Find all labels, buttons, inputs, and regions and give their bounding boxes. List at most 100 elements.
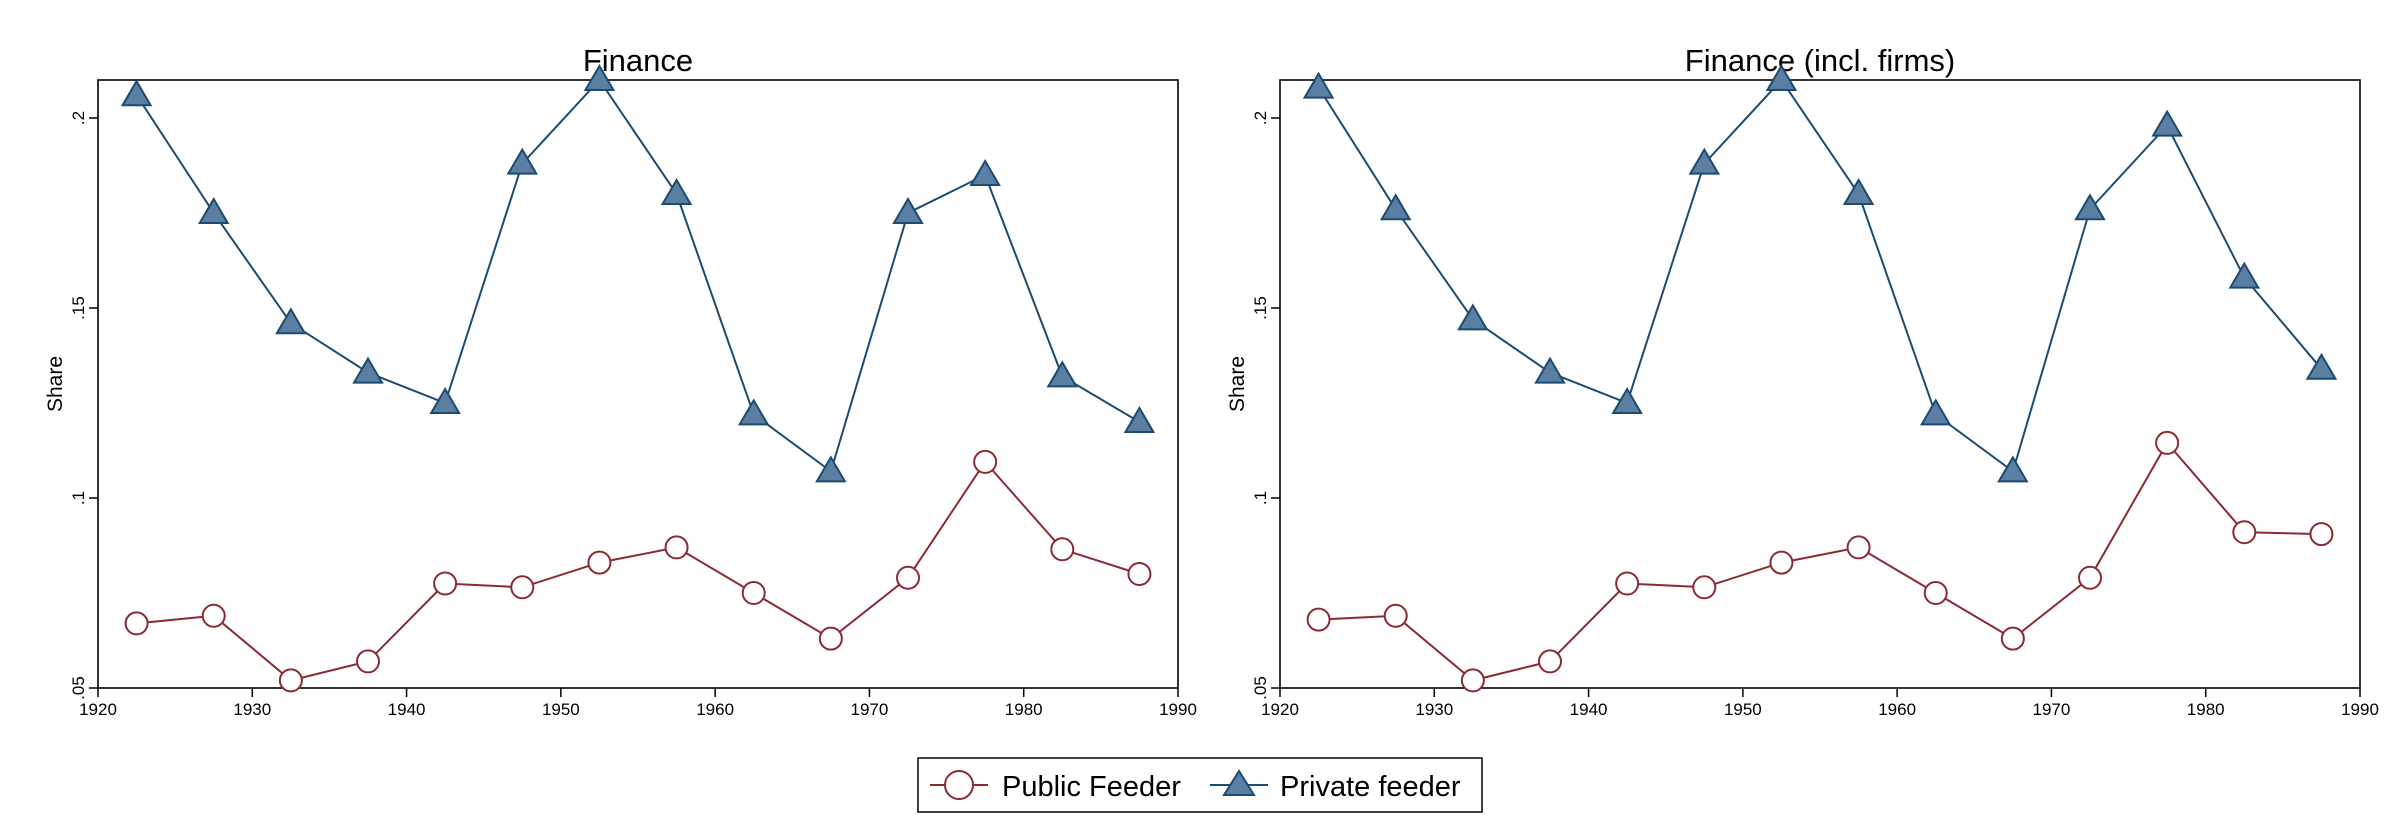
data-point-private-feeder <box>737 398 770 426</box>
data-point-private-feeder <box>1842 178 1875 205</box>
data-point-private-feeder <box>1765 64 1798 91</box>
data-point-private-feeder <box>506 147 539 175</box>
data-point-private-feeder <box>1688 147 1721 175</box>
data-point-public-feeder <box>1306 607 1331 632</box>
data-point-private-feeder <box>275 307 307 335</box>
data-point-private-feeder <box>815 455 847 483</box>
data-point-private-feeder <box>1534 356 1566 384</box>
data-point-public-feeder <box>1692 575 1717 600</box>
data-point-public-feeder <box>2000 626 2025 651</box>
x-tick-label: 1940 <box>388 700 426 719</box>
y-tick-label: .2 <box>1251 111 1270 125</box>
x-tick-label: 1920 <box>1261 700 1299 719</box>
data-point-private-feeder <box>1457 303 1489 331</box>
plot-frame <box>1279 79 2361 689</box>
x-tick-label: 1960 <box>696 700 734 719</box>
y-tick-label: .1 <box>69 491 88 505</box>
data-point-private-feeder <box>197 197 230 224</box>
data-point-private-feeder <box>1046 360 1079 388</box>
y-axis-label: Share <box>44 356 67 412</box>
x-tick-label: 1990 <box>1159 700 1197 719</box>
y-tick-label: .2 <box>69 111 88 125</box>
data-point-private-feeder <box>429 387 461 414</box>
data-point-private-feeder <box>1302 71 1335 99</box>
data-point-private-feeder <box>352 356 384 384</box>
data-point-public-feeder <box>124 611 149 636</box>
x-tick-label: 1940 <box>1570 700 1608 719</box>
data-point-public-feeder <box>356 649 380 674</box>
data-point-public-feeder <box>1538 649 1562 674</box>
legend: Public Feeder Private feeder <box>917 757 1483 813</box>
data-point-public-feeder <box>1846 535 1871 560</box>
x-tick-label: 1950 <box>1724 700 1762 719</box>
y-tick-label: .15 <box>1251 296 1270 320</box>
data-point-public-feeder <box>2309 522 2334 547</box>
axis-ticks: 1920 1930 1940 1950 1960 1970 1980 1990 .05 .1 .15… <box>1251 111 2379 719</box>
hollow-circle-icon <box>944 770 974 800</box>
data-point-private-feeder <box>660 178 693 205</box>
x-tick-label: 1970 <box>2033 700 2071 719</box>
data-point-private-feeder <box>2074 193 2106 221</box>
data-point-private-feeder <box>2151 109 2183 137</box>
legend-box <box>917 757 1483 813</box>
data-point-public-feeder <box>2078 565 2102 590</box>
y-tick-label: .1 <box>1251 491 1270 505</box>
y-axis-label: Share <box>1226 356 1249 412</box>
x-tick-label: 1990 <box>2341 700 2379 719</box>
chart-panel-finance: Finance Share 1920 1930 1940 1950 1960 1970 19… <box>44 43 1197 719</box>
data-point-public-feeder <box>278 668 303 693</box>
data-point-public-feeder <box>433 571 458 596</box>
data-point-private-feeder <box>583 64 616 91</box>
data-point-private-feeder <box>2305 352 2338 380</box>
data-point-public-feeder <box>664 535 689 560</box>
legend-label: Private feeder <box>1280 771 1461 803</box>
data-point-public-feeder <box>510 575 535 600</box>
x-tick-label: 1950 <box>542 700 580 719</box>
data-point-private-feeder <box>120 79 153 107</box>
x-tick-label: 1930 <box>233 700 271 719</box>
data-point-public-feeder <box>201 603 226 628</box>
chart-title: Finance (incl. firms) <box>1685 43 1955 78</box>
x-tick-label: 1980 <box>2187 700 2225 719</box>
data-point-private-feeder <box>1919 398 1952 426</box>
data-point-public-feeder <box>741 581 766 605</box>
legend-item-private-feeder: Private feeder <box>1210 769 1461 803</box>
data-point-private-feeder <box>1997 455 2029 483</box>
data-point-public-feeder <box>1383 603 1408 628</box>
data-point-public-feeder <box>896 565 920 590</box>
data-point-public-feeder <box>1460 668 1485 693</box>
series-line-public-feeder <box>136 460 1140 682</box>
data-point-public-feeder <box>1127 562 1152 586</box>
y-tick-label: .05 <box>69 676 88 700</box>
plot-frame <box>97 79 1179 689</box>
x-tick-label: 1930 <box>1415 700 1453 719</box>
chart-panel-finance-incl-firms: Finance (incl. firms) Share 1920 1930 1940… <box>1226 43 2379 719</box>
axis-ticks: 1920 1930 1940 1950 1960 1970 1980 1990 .05 .1 .15… <box>69 111 1197 719</box>
data-point-public-feeder <box>1769 550 1794 575</box>
y-tick-label: .05 <box>1251 676 1270 700</box>
data-point-public-feeder <box>973 449 998 474</box>
data-point-private-feeder <box>1611 387 1643 414</box>
data-point-private-feeder <box>2228 261 2261 289</box>
data-point-private-feeder <box>969 159 1001 186</box>
data-point-public-feeder <box>587 550 612 575</box>
data-point-public-feeder <box>2155 430 2180 455</box>
data-point-public-feeder <box>2232 520 2257 545</box>
series-line-public-feeder <box>1318 441 2322 682</box>
filled-triangle-icon <box>1222 769 1256 796</box>
series-layer <box>1302 64 2338 693</box>
x-tick-label: 1920 <box>79 700 117 719</box>
x-tick-label: 1960 <box>1878 700 1916 719</box>
data-point-public-feeder <box>1615 571 1640 596</box>
data-point-public-feeder <box>1050 537 1075 562</box>
data-point-private-feeder <box>1379 193 1412 221</box>
legend-label: Public Feeder <box>1002 771 1181 803</box>
x-tick-label: 1980 <box>1005 700 1043 719</box>
y-tick-label: .15 <box>69 296 88 320</box>
x-tick-label: 1970 <box>851 700 889 719</box>
data-point-public-feeder <box>1923 581 1948 605</box>
data-point-private-feeder <box>892 197 924 224</box>
data-point-public-feeder <box>818 626 843 651</box>
data-point-private-feeder <box>1123 406 1156 433</box>
